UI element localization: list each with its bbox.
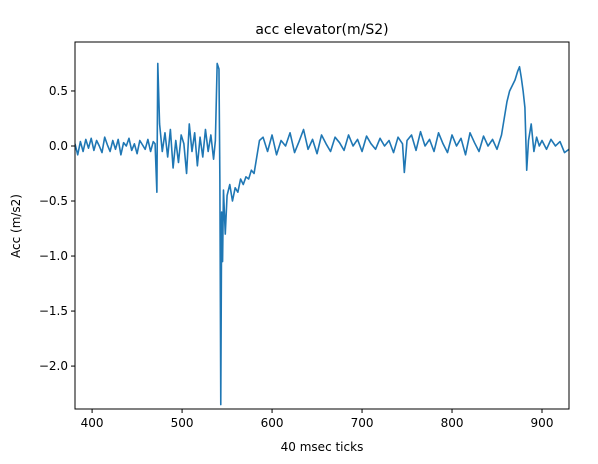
plot-frame (74, 41, 570, 410)
x-tick-label: 900 (531, 416, 554, 430)
y-tick-label: −0.5 (39, 194, 68, 208)
x-tick-label: 400 (81, 416, 104, 430)
x-tick-label: 600 (261, 416, 284, 430)
y-tick-label: −1.5 (39, 304, 68, 318)
chart-title: acc elevator(m/S2) (255, 22, 388, 38)
y-tick-label: −1.0 (39, 249, 68, 263)
x-tick-label: 500 (171, 416, 194, 430)
y-tick-label: 0.0 (49, 139, 68, 153)
y-axis-label: Acc (m/s2) (9, 194, 23, 258)
x-tick-label: 800 (441, 416, 464, 430)
x-tick-label: 700 (351, 416, 374, 430)
data-line (75, 62, 569, 406)
y-tick-label: −2.0 (39, 359, 68, 373)
y-tick-label: 0.5 (49, 84, 68, 98)
x-axis-label: 40 msec ticks (281, 440, 364, 454)
